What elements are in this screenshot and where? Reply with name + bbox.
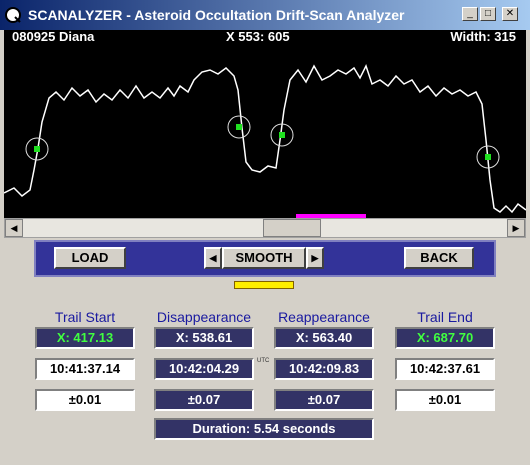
object-label: 080925 Diana <box>12 29 95 44</box>
smooth-indicator <box>234 281 294 289</box>
scroll-right[interactable]: ▶ <box>507 219 525 237</box>
light-curve <box>3 64 527 218</box>
time-box: 10:42:04.29 <box>154 358 254 380</box>
utc-label: UTC <box>257 358 270 364</box>
error-box: ±0.01 <box>395 389 495 411</box>
back-button[interactable]: BACK <box>404 247 474 269</box>
column-header: Reappearance <box>278 309 370 325</box>
x-position: X: 563.40 <box>274 327 374 349</box>
column-header: Trail Start <box>54 309 116 325</box>
title-bar: SCANALYZER - Asteroid Occultation Drift-… <box>0 0 530 30</box>
smooth-increase[interactable]: ▶ <box>306 247 324 269</box>
cursor-position: X 553: 605 <box>226 29 290 44</box>
column-header: Disappearance <box>156 309 252 325</box>
error-box: ±0.01 <box>35 389 135 411</box>
maximize-button[interactable]: □ <box>480 7 496 21</box>
time-box: 10:42:09.83 <box>274 358 374 380</box>
x-position: X: 417.13 <box>35 327 135 349</box>
error-box: ±0.07 <box>154 389 254 411</box>
scan-plot <box>3 30 527 218</box>
width-label: Width: 315 <box>450 29 516 44</box>
time-box: 10:41:37.14 <box>35 358 135 380</box>
smooth-decrease[interactable]: ◀ <box>204 247 222 269</box>
scroll-thumb[interactable] <box>263 219 321 237</box>
x-position: X: 687.70 <box>395 327 495 349</box>
close-button[interactable]: ✕ <box>502 7 518 21</box>
error-box: ±0.07 <box>274 389 374 411</box>
scroll-left[interactable]: ◀ <box>5 219 23 237</box>
smooth-button[interactable]: SMOOTH <box>222 247 306 269</box>
column-header: Trail End <box>417 309 473 325</box>
time-box: 10:42:37.61 <box>395 358 495 380</box>
x-position: X: 538.61 <box>154 327 254 349</box>
scrollbar[interactable]: ◀ ▶ <box>4 218 526 238</box>
duration-box: Duration: 5.54 seconds <box>154 418 374 440</box>
load-button[interactable]: LOAD <box>54 247 126 269</box>
minimize-button[interactable]: _ <box>462 7 478 21</box>
app-icon <box>5 7 21 23</box>
